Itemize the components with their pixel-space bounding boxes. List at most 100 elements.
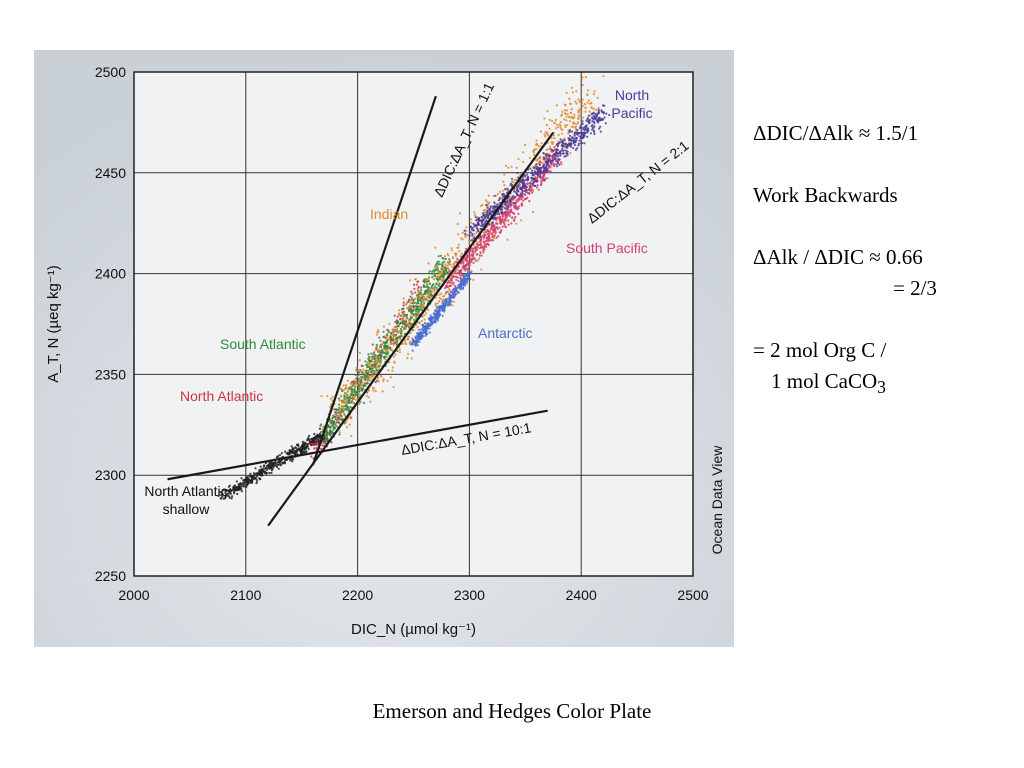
data-point xyxy=(492,224,495,227)
data-point xyxy=(387,338,390,341)
data-point xyxy=(491,221,494,224)
data-point xyxy=(470,270,473,273)
data-point xyxy=(492,210,495,213)
data-point xyxy=(568,129,572,132)
data-point xyxy=(541,161,544,164)
data-point xyxy=(486,242,489,245)
data-point xyxy=(535,148,538,151)
data-point xyxy=(424,334,427,337)
data-point xyxy=(515,166,518,169)
data-point xyxy=(424,331,428,334)
data-point xyxy=(345,426,349,429)
data-point xyxy=(530,179,533,182)
data-point xyxy=(531,172,534,175)
data-point xyxy=(458,285,461,288)
reference-line xyxy=(167,409,548,481)
data-point xyxy=(280,452,283,455)
data-point xyxy=(409,315,413,318)
data-point xyxy=(312,444,315,447)
data-point xyxy=(422,306,426,309)
data-point xyxy=(569,144,572,147)
data-point xyxy=(588,118,592,122)
data-point xyxy=(554,157,557,161)
data-point xyxy=(419,336,422,339)
data-point xyxy=(521,186,524,189)
data-point xyxy=(510,165,513,168)
data-point xyxy=(259,478,262,481)
data-point xyxy=(358,351,361,354)
data-point xyxy=(513,190,516,193)
data-point xyxy=(503,206,506,210)
data-point xyxy=(433,274,436,278)
data-point xyxy=(423,330,426,333)
data-point xyxy=(416,280,420,283)
data-point xyxy=(584,76,587,79)
data-point xyxy=(417,305,420,309)
data-point xyxy=(256,480,259,483)
data-point xyxy=(226,492,229,495)
data-point xyxy=(322,441,325,445)
data-point xyxy=(314,437,317,440)
data-point xyxy=(545,148,548,151)
data-point xyxy=(535,143,538,146)
data-point xyxy=(599,125,602,128)
data-point xyxy=(326,430,329,434)
data-point xyxy=(415,335,418,338)
data-point xyxy=(402,304,405,307)
data-point xyxy=(464,235,467,239)
data-point xyxy=(522,199,525,202)
data-point xyxy=(511,180,514,183)
data-point xyxy=(373,361,376,364)
data-point xyxy=(217,494,220,498)
data-point xyxy=(379,374,382,377)
data-point xyxy=(349,401,353,404)
data-point xyxy=(581,120,584,123)
region-label: North Pacific xyxy=(611,87,652,121)
data-point xyxy=(534,180,537,183)
data-point xyxy=(482,209,485,212)
data-point xyxy=(451,256,454,259)
data-point xyxy=(423,314,426,317)
data-point xyxy=(430,321,433,324)
data-point xyxy=(270,465,273,468)
data-point xyxy=(263,467,267,470)
org-c-note: = 2 mol Org C / xyxy=(753,338,887,362)
data-point xyxy=(328,429,331,432)
data-point xyxy=(338,431,341,434)
data-point xyxy=(535,165,538,168)
data-point xyxy=(582,127,585,130)
data-point xyxy=(528,156,531,159)
data-point xyxy=(595,113,599,116)
data-point xyxy=(557,126,560,129)
data-point xyxy=(538,163,541,166)
data-point xyxy=(488,239,491,242)
data-point xyxy=(540,171,543,174)
data-point xyxy=(354,385,357,389)
data-point xyxy=(294,446,297,449)
data-point xyxy=(518,196,521,199)
data-point xyxy=(355,369,358,372)
data-point xyxy=(320,447,323,450)
data-point xyxy=(350,388,353,391)
data-point xyxy=(426,299,429,302)
data-point xyxy=(368,376,371,379)
data-point xyxy=(487,237,490,240)
data-point xyxy=(368,369,371,372)
data-point xyxy=(425,312,428,315)
data-point xyxy=(356,383,359,386)
data-point xyxy=(388,322,391,326)
data-point xyxy=(441,279,444,282)
data-point xyxy=(583,134,586,137)
caco3-note: 1 mol CaCO3 xyxy=(753,366,1018,397)
data-point xyxy=(350,435,353,438)
data-point xyxy=(259,470,262,473)
data-point xyxy=(416,326,419,329)
data-point xyxy=(452,283,455,286)
data-point xyxy=(581,116,585,119)
data-point xyxy=(484,216,487,219)
data-point xyxy=(439,277,442,280)
data-point xyxy=(367,353,370,356)
data-point xyxy=(576,128,579,131)
data-point xyxy=(370,371,373,374)
data-point xyxy=(244,479,248,483)
